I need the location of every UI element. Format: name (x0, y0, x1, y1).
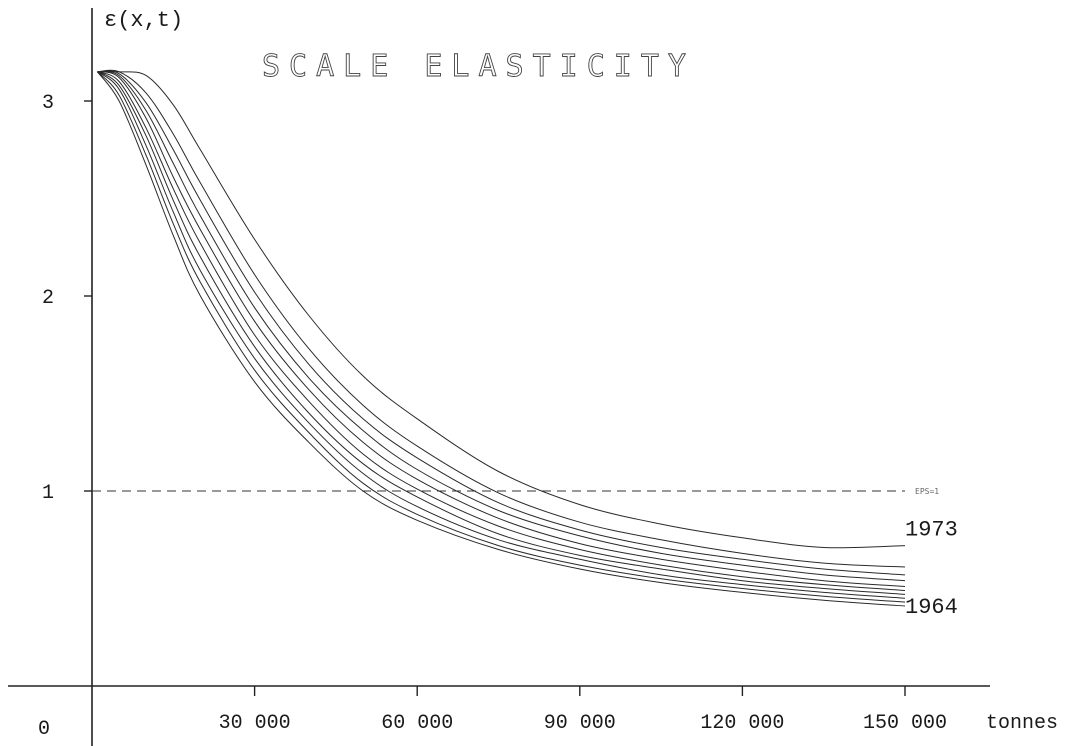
x-axis-label: tonnes (986, 712, 1058, 735)
series-curves (97, 69, 906, 607)
series-line-8 (97, 69, 906, 568)
y-tick-label-0: 1 (42, 482, 54, 505)
x-tick-label-2: 90 000 (544, 712, 616, 735)
reference-line-label: EPS=1 (915, 487, 939, 496)
x-tick-label-0: 30 000 (219, 712, 291, 735)
series-line-7 (97, 70, 906, 576)
x-tick-label-3: 120 000 (700, 712, 784, 735)
y-tick-label-1: 2 (42, 287, 54, 310)
y-tick-label-2: 3 (42, 92, 54, 115)
axis-ticks: 30 000 60 000 90 000 120 000 150 000 1 2 3 (42, 92, 947, 735)
series-line-9 (97, 70, 906, 549)
series-label-1973: 1973 (905, 518, 958, 543)
series-line-5 (97, 71, 906, 587)
series-line-3 (97, 71, 906, 595)
chart-title: SCALE ELASTICITY (262, 49, 695, 84)
x-tick-label-1: 60 000 (381, 712, 453, 735)
series-line-6 (97, 70, 906, 582)
series-labels: 1964 1973 (905, 518, 958, 620)
series-line-4 (97, 71, 906, 591)
series-label-1964: 1964 (905, 595, 958, 620)
reference-line-group: EPS=1 (92, 487, 939, 496)
origin-label: 0 (38, 718, 50, 741)
series-line-1 (97, 71, 906, 603)
series-line-2 (97, 71, 906, 599)
x-tick-label-4: 150 000 (863, 712, 947, 735)
series-line-0 (97, 71, 906, 607)
y-axis-label: ε(x,t) (104, 8, 183, 33)
